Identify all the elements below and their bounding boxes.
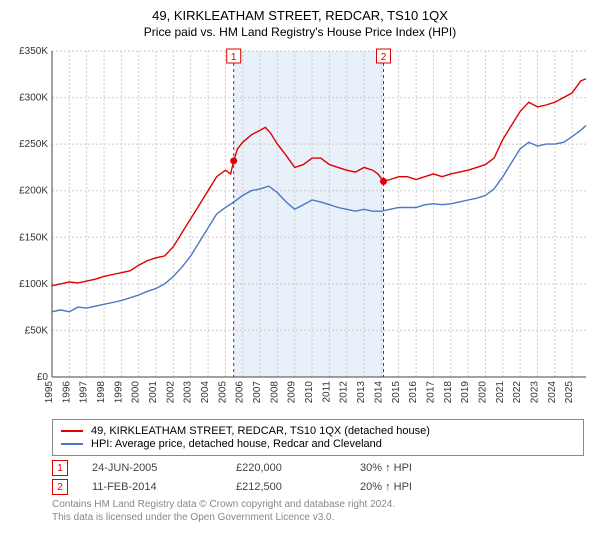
legend: 49, KIRKLEATHAM STREET, REDCAR, TS10 1QX…	[52, 419, 584, 456]
attribution-line: Contains HM Land Registry data © Crown c…	[52, 499, 584, 512]
svg-text:1999: 1999	[113, 381, 124, 404]
svg-text:2010: 2010	[304, 381, 315, 404]
sale-date: 11-FEB-2014	[92, 481, 212, 493]
chart-plot-area: £0£50K£100K£150K£200K£250K£300K£350K1995…	[8, 45, 592, 415]
svg-text:£150K: £150K	[19, 232, 48, 243]
sales-list: 1 24-JUN-2005 £220,000 30% ↑ HPI 2 11-FE…	[52, 460, 584, 495]
legend-item-price: 49, KIRKLEATHAM STREET, REDCAR, TS10 1QX…	[61, 425, 575, 437]
svg-text:1995: 1995	[44, 381, 55, 404]
svg-text:2007: 2007	[252, 381, 263, 404]
svg-text:2008: 2008	[269, 381, 280, 404]
svg-text:2020: 2020	[477, 381, 488, 404]
svg-text:1997: 1997	[79, 381, 90, 404]
svg-text:2002: 2002	[165, 381, 176, 404]
svg-text:2023: 2023	[529, 381, 540, 404]
line-chart-svg: £0£50K£100K£150K£200K£250K£300K£350K1995…	[8, 45, 592, 415]
svg-text:2015: 2015	[391, 381, 402, 404]
svg-text:2019: 2019	[460, 381, 471, 404]
svg-text:2003: 2003	[183, 381, 194, 404]
svg-text:2006: 2006	[235, 381, 246, 404]
legend-label-hpi: HPI: Average price, detached house, Redc…	[91, 438, 382, 450]
svg-text:£100K: £100K	[19, 279, 48, 290]
svg-text:£350K: £350K	[19, 46, 48, 57]
svg-text:1996: 1996	[61, 381, 72, 404]
svg-text:2009: 2009	[287, 381, 298, 404]
chart-subtitle: Price paid vs. HM Land Registry's House …	[8, 25, 592, 39]
svg-text:2022: 2022	[512, 381, 523, 404]
svg-text:1: 1	[231, 52, 237, 63]
svg-text:1998: 1998	[96, 381, 107, 404]
sale-badge: 2	[52, 479, 68, 495]
svg-text:2001: 2001	[148, 381, 159, 404]
svg-text:£200K: £200K	[19, 186, 48, 197]
svg-text:2000: 2000	[131, 381, 142, 404]
attribution: Contains HM Land Registry data © Crown c…	[52, 499, 584, 524]
svg-text:2014: 2014	[373, 381, 384, 404]
svg-text:2013: 2013	[356, 381, 367, 404]
attribution-line: This data is licensed under the Open Gov…	[52, 512, 584, 525]
sale-badge: 1	[52, 460, 68, 476]
svg-text:2016: 2016	[408, 381, 419, 404]
svg-text:2011: 2011	[321, 381, 332, 403]
legend-swatch-hpi	[61, 443, 83, 445]
svg-text:2018: 2018	[443, 381, 454, 404]
sale-date: 24-JUN-2005	[92, 462, 212, 474]
svg-text:2021: 2021	[495, 381, 506, 404]
svg-text:2005: 2005	[217, 381, 228, 404]
sale-price: £220,000	[236, 462, 336, 474]
chart-container: 49, KIRKLEATHAM STREET, REDCAR, TS10 1QX…	[0, 0, 600, 560]
sale-row: 1 24-JUN-2005 £220,000 30% ↑ HPI	[52, 460, 584, 476]
svg-text:2024: 2024	[547, 381, 558, 404]
chart-title: 49, KIRKLEATHAM STREET, REDCAR, TS10 1QX	[8, 8, 592, 23]
svg-text:2004: 2004	[200, 381, 211, 404]
sale-price: £212,500	[236, 481, 336, 493]
svg-text:2012: 2012	[339, 381, 350, 404]
svg-text:2: 2	[381, 52, 387, 63]
svg-text:2025: 2025	[564, 381, 575, 404]
sale-row: 2 11-FEB-2014 £212,500 20% ↑ HPI	[52, 479, 584, 495]
svg-text:£300K: £300K	[19, 93, 48, 104]
svg-text:£250K: £250K	[19, 139, 48, 150]
svg-text:2017: 2017	[425, 381, 436, 404]
sale-hpi: 20% ↑ HPI	[360, 481, 412, 493]
legend-swatch-price	[61, 430, 83, 432]
sale-hpi: 30% ↑ HPI	[360, 462, 412, 474]
legend-item-hpi: HPI: Average price, detached house, Redc…	[61, 438, 575, 450]
legend-label-price: 49, KIRKLEATHAM STREET, REDCAR, TS10 1QX…	[91, 425, 430, 437]
svg-text:£50K: £50K	[25, 325, 49, 336]
